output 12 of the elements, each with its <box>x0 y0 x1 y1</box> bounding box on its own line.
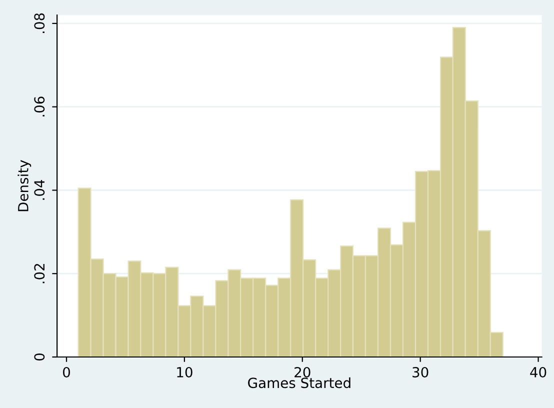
x-tick-label: 0 <box>62 366 70 378</box>
y-tick-label: .06 <box>34 96 45 116</box>
y-tick-label: .04 <box>34 180 45 200</box>
y-axis-title: Density <box>18 160 32 212</box>
y-tick-label: .08 <box>34 13 45 33</box>
x-tick-label: 40 <box>530 366 546 378</box>
y-tick-label: 0 <box>34 354 45 361</box>
y-tick-label: .02 <box>34 264 45 284</box>
x-tick-label: 10 <box>177 366 192 378</box>
x-tick-label: 30 <box>412 366 428 378</box>
x-tick-label: 20 <box>294 366 310 378</box>
x-axis-title: Games Started <box>248 377 350 388</box>
